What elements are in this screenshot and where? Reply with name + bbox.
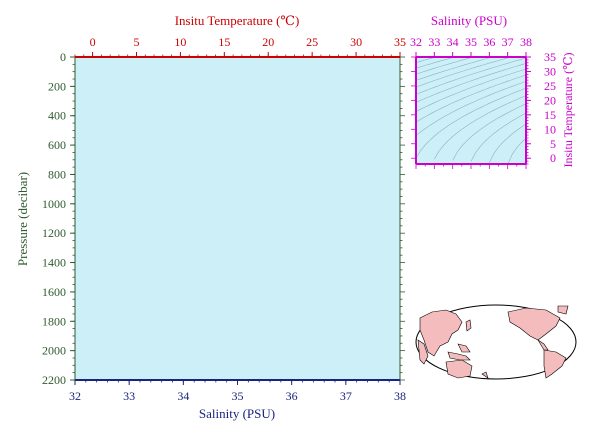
ts-plot-area <box>416 57 526 164</box>
landmass <box>417 339 429 365</box>
salinity-tick-label: 36 <box>286 389 298 403</box>
ts-salinity-tick-label: 34 <box>447 35 459 49</box>
salinity-tick-label: 35 <box>232 389 244 403</box>
ts-salinity-tick-label: 35 <box>465 35 477 49</box>
temperature-tick-label: 30 <box>350 35 362 49</box>
pressure-tick-label: 800 <box>48 167 66 181</box>
pressure-axis-label: Pressure (decibar) <box>15 172 30 266</box>
pressure-axis: 0 200 400 600 800 1000 1200 1400 1600 1800 2000 220… <box>42 50 76 387</box>
landmass <box>537 339 549 351</box>
temperature-axis: 0 5 10 15 20 25 30 35 <box>74 35 406 58</box>
ts-salinity-tick-label: 37 <box>502 35 514 49</box>
temperature-axis-label: Insitu Temperature (℃) <box>175 13 300 28</box>
ts-salinity-tick-label: 32 <box>410 35 422 49</box>
density-contour-line <box>452 103 526 161</box>
pressure-tick-label: 600 <box>48 138 66 152</box>
ts-salinity-axis-bottom <box>415 163 527 169</box>
temperature-tick-label: 25 <box>306 35 318 49</box>
density-contour-line <box>416 57 456 69</box>
density-contour-line <box>416 63 526 103</box>
pressure-tick-label: 1800 <box>42 314 66 328</box>
temperature-tick-label: 15 <box>218 35 230 49</box>
density-contour-line <box>416 57 526 95</box>
ts-temperature-tick-label: 35 <box>544 50 556 64</box>
density-contour-line <box>416 74 526 123</box>
salinity-tick-label: 33 <box>123 389 135 403</box>
density-contour-line <box>526 148 535 166</box>
temperature-tick-label: 0 <box>90 35 96 49</box>
pressure-tick-label: 2000 <box>42 344 66 358</box>
landmass <box>445 359 473 379</box>
pressure-tick-label: 1200 <box>42 226 66 240</box>
profile-panel: 0 5 10 15 20 25 30 35 32 33 34 35 36 37 38 0 200 400 600… <box>15 13 406 421</box>
pressure-tick-label: 200 <box>48 79 66 93</box>
density-contour-line <box>416 81 526 137</box>
landmass <box>543 349 567 379</box>
ts-salinity-axis: 32 33 34 35 36 37 38 <box>410 35 532 58</box>
density-contour-line <box>434 95 526 160</box>
ts-temperature-tick-label: 10 <box>544 122 556 136</box>
salinity-axis-label: Salinity (PSU) <box>199 406 275 421</box>
pressure-axis-right <box>399 56 405 381</box>
density-contour-line <box>416 57 437 63</box>
world-map-inset <box>415 304 577 380</box>
pressure-tick-label: 400 <box>48 109 66 123</box>
ts-salinity-axis-label: Salinity (PSU) <box>431 13 507 28</box>
landmass <box>465 319 472 332</box>
ts-temperature-tick-label: 5 <box>550 137 556 151</box>
ts-salinity-tick-label: 36 <box>483 35 495 49</box>
density-contour-line <box>470 112 526 162</box>
salinity-tick-label: 37 <box>340 389 352 403</box>
map-landmasses <box>417 305 569 379</box>
density-contour-line <box>489 123 526 163</box>
landmass <box>457 343 471 353</box>
landmass <box>507 307 561 341</box>
density-contour-line <box>416 68 526 112</box>
ts-temperature-tick-label: 20 <box>544 93 556 107</box>
ts-temperature-tick-label: 0 <box>550 151 556 165</box>
profile-plot-area <box>75 57 400 380</box>
ts-temperature-axis-label: Insitu Temperature (℃) <box>561 53 575 168</box>
temperature-tick-label: 5 <box>133 35 139 49</box>
temperature-tick-label: 10 <box>174 35 186 49</box>
ts-temperature-tick-label: 15 <box>544 108 556 122</box>
landmass <box>447 351 471 361</box>
pressure-tick-label: 1000 <box>42 197 66 211</box>
ts-temperature-axis-left <box>411 56 417 164</box>
salinity-tick-label: 32 <box>69 389 81 403</box>
ts-salinity-tick-label: 33 <box>428 35 440 49</box>
temperature-tick-label: 20 <box>262 35 274 49</box>
landmass <box>419 309 463 357</box>
density-contour-line <box>416 87 526 159</box>
pressure-tick-label: 1600 <box>42 285 66 299</box>
ts-temperature-tick-label: 25 <box>544 79 556 93</box>
landmass <box>557 305 569 315</box>
contour-group <box>416 57 535 166</box>
density-contour-line <box>507 137 526 164</box>
temperature-tick-label: 35 <box>394 35 406 49</box>
salinity-axis-bottom: 32 33 34 35 36 37 38 <box>69 379 406 403</box>
salinity-tick-label: 34 <box>177 389 189 403</box>
pressure-tick-label: 2200 <box>42 373 66 387</box>
pressure-tick-label: 0 <box>60 50 66 64</box>
landmass <box>481 371 489 379</box>
salinity-tick-label: 38 <box>394 389 406 403</box>
ts-temperature-tick-label: 30 <box>544 64 556 78</box>
density-contour-line <box>416 57 512 88</box>
density-contour-line <box>416 57 494 81</box>
ts-salinity-tick-label: 38 <box>520 35 532 49</box>
pressure-tick-label: 1400 <box>42 256 66 270</box>
density-contours <box>416 57 535 166</box>
